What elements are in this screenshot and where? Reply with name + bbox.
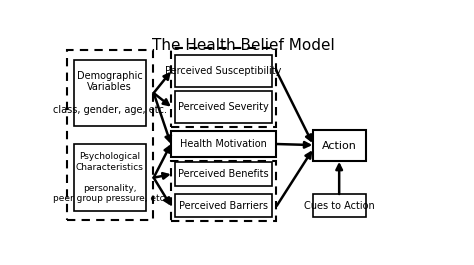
Bar	[171, 161, 276, 220]
Text: The Health Belief Model: The Health Belief Model	[152, 38, 334, 53]
Text: Demographic
Variables

class, gender, age, etc.: Demographic Variables class, gender, age…	[53, 70, 167, 116]
Text: Action: Action	[322, 140, 357, 151]
Text: Perceived Severity: Perceived Severity	[178, 102, 269, 112]
Bar	[74, 60, 146, 126]
Bar	[175, 162, 272, 186]
Bar	[313, 130, 366, 161]
Bar	[175, 194, 272, 218]
Bar	[74, 144, 146, 211]
Text: Psychological
Characteristics

personality,
peer group pressure, etc.: Psychological Characteristics personalit…	[53, 152, 167, 203]
Text: Perceived Susceptibility: Perceived Susceptibility	[165, 66, 282, 76]
Text: Perceived Benefits: Perceived Benefits	[178, 169, 269, 179]
Bar	[171, 131, 276, 157]
Bar	[66, 50, 153, 219]
Bar	[175, 91, 272, 123]
Bar	[171, 48, 276, 127]
Text: Perceived Barriers: Perceived Barriers	[179, 201, 268, 211]
Text: Health Motivation: Health Motivation	[180, 139, 267, 149]
Bar	[313, 194, 366, 218]
Bar	[175, 55, 272, 87]
Text: Cues to Action: Cues to Action	[304, 201, 375, 211]
